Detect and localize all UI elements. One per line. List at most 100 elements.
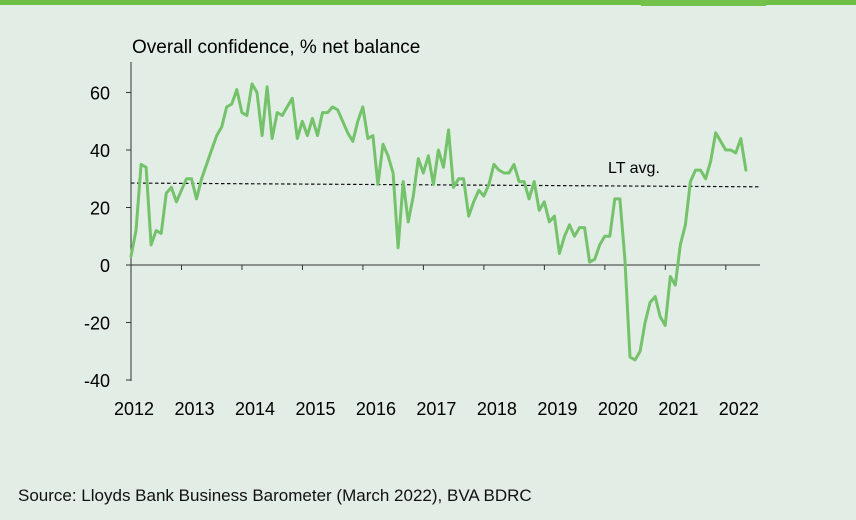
data-point bbox=[518, 180, 521, 183]
data-point bbox=[664, 324, 667, 327]
data-point bbox=[437, 149, 440, 152]
data-point bbox=[316, 134, 319, 137]
data-point bbox=[482, 195, 485, 198]
data-point bbox=[195, 197, 198, 200]
data-point bbox=[659, 315, 662, 318]
top-rule bbox=[0, 0, 856, 5]
data-point bbox=[321, 111, 324, 114]
data-point bbox=[649, 301, 652, 304]
data-point bbox=[291, 97, 294, 100]
data-point bbox=[669, 275, 672, 278]
series-group bbox=[129, 82, 748, 362]
data-point bbox=[296, 137, 299, 140]
data-point bbox=[689, 180, 692, 183]
data-point bbox=[442, 166, 445, 169]
data-point bbox=[276, 111, 279, 114]
data-point bbox=[175, 200, 178, 203]
chart-title: Overall confidence, % net balance bbox=[132, 37, 420, 58]
data-point bbox=[503, 172, 506, 175]
data-point bbox=[225, 105, 228, 108]
data-point bbox=[724, 149, 727, 152]
data-point bbox=[240, 111, 243, 114]
data-point bbox=[452, 186, 455, 189]
x-tick-label: 2014 bbox=[235, 399, 275, 419]
data-point bbox=[568, 223, 571, 226]
data-point bbox=[165, 192, 168, 195]
data-point bbox=[261, 134, 264, 137]
data-point bbox=[679, 243, 682, 246]
data-point bbox=[185, 177, 188, 180]
data-point bbox=[528, 197, 531, 200]
x-tick-label: 2019 bbox=[537, 399, 577, 419]
data-point bbox=[427, 154, 430, 157]
x-tick-label: 2017 bbox=[416, 399, 456, 419]
data-point bbox=[573, 235, 576, 238]
data-point bbox=[341, 120, 344, 123]
data-point bbox=[563, 235, 566, 238]
y-tick-label: 20 bbox=[90, 199, 110, 219]
y-tick-label: 40 bbox=[90, 141, 110, 161]
data-point bbox=[704, 177, 707, 180]
data-point bbox=[734, 151, 737, 154]
data-point bbox=[235, 88, 238, 91]
data-point bbox=[744, 169, 747, 172]
data-point bbox=[598, 243, 601, 246]
data-point bbox=[220, 126, 223, 129]
data-point bbox=[135, 229, 138, 232]
data-point bbox=[351, 140, 354, 143]
data-point bbox=[508, 172, 511, 175]
data-point bbox=[407, 220, 410, 223]
data-point bbox=[639, 350, 642, 353]
lt-avg-label: LT avg. bbox=[608, 160, 660, 177]
data-point bbox=[170, 186, 173, 189]
y-axis: 60 40 20 0 -20 -40 bbox=[84, 62, 132, 391]
data-point bbox=[301, 120, 304, 123]
data-point bbox=[190, 177, 193, 180]
data-point bbox=[271, 137, 274, 140]
data-point bbox=[462, 177, 465, 180]
data-point bbox=[457, 177, 460, 180]
series-line-overall-confidence bbox=[129, 82, 748, 362]
data-point bbox=[130, 255, 133, 258]
data-point bbox=[180, 189, 183, 192]
data-point bbox=[371, 134, 374, 137]
data-point bbox=[613, 197, 616, 200]
data-point bbox=[366, 137, 369, 140]
data-point bbox=[634, 358, 637, 361]
x-tick-label: 2020 bbox=[598, 399, 638, 419]
data-point bbox=[387, 154, 390, 157]
data-point bbox=[336, 108, 339, 111]
data-point bbox=[654, 295, 657, 298]
data-point bbox=[719, 140, 722, 143]
data-point bbox=[447, 128, 450, 131]
data-point bbox=[472, 200, 475, 203]
data-point bbox=[266, 85, 269, 88]
x-tick-label: 2018 bbox=[477, 399, 517, 419]
data-point bbox=[513, 163, 516, 166]
x-tick-label: 2021 bbox=[658, 399, 698, 419]
data-point bbox=[593, 258, 596, 261]
data-point bbox=[251, 82, 254, 85]
data-point bbox=[553, 215, 556, 218]
source-note: Source: Lloyds Bank Business Barometer (… bbox=[18, 486, 532, 505]
data-point bbox=[230, 103, 233, 106]
data-point bbox=[644, 321, 647, 324]
data-point bbox=[603, 235, 606, 238]
data-point bbox=[245, 114, 248, 117]
data-point bbox=[155, 229, 158, 232]
data-point bbox=[311, 117, 314, 120]
x-tick-label: 2012 bbox=[114, 399, 154, 419]
data-point bbox=[376, 183, 379, 186]
data-point bbox=[200, 177, 203, 180]
data-point bbox=[256, 91, 259, 94]
x-tick-label: 2013 bbox=[174, 399, 214, 419]
data-point bbox=[422, 172, 425, 175]
x-axis: 2012 2013 2014 2015 2016 2017 2018 2019 2020 2021… bbox=[114, 264, 760, 419]
data-point bbox=[210, 149, 213, 152]
data-point bbox=[160, 232, 163, 235]
data-point bbox=[417, 157, 420, 160]
y-tick-label: 0 bbox=[100, 256, 110, 276]
lt-avg-reference: LT avg. bbox=[130, 160, 761, 188]
data-point bbox=[623, 258, 626, 261]
